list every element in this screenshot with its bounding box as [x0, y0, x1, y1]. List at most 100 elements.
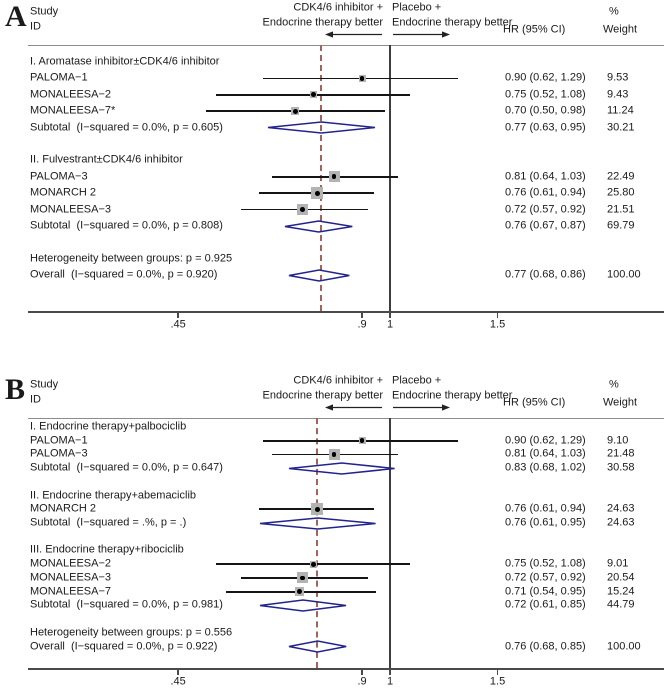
study-label: MONARCH 2 — [30, 186, 97, 199]
weight-value: 11.24 — [607, 104, 634, 117]
axis-tick-label: .45 — [170, 675, 186, 688]
overall-diamond — [288, 640, 347, 653]
null-line — [389, 418, 391, 668]
point-estimate-dot — [300, 207, 306, 212]
hr-value: 0.81 (0.64, 1.03) — [505, 447, 586, 460]
weight-value: 69.79 — [607, 219, 635, 232]
study-label: PALOMA−3 — [30, 170, 88, 183]
favor-right-line1: Placebo + — [392, 1, 442, 14]
weight-value: 21.48 — [607, 447, 635, 460]
study-header: Study — [30, 378, 59, 391]
weight-value: 21.51 — [607, 203, 635, 216]
favor-right-line2: Endocrine therapy better — [392, 389, 513, 402]
hr-value: 0.83 (0.68, 1.02) — [505, 461, 586, 474]
group-heading: II. Fulvestrant±CDK4/6 inhibitor — [30, 153, 183, 166]
group-heading: I. Aromatase inhibitor±CDK4/6 inhibitor — [30, 55, 220, 68]
weight-value: 24.63 — [607, 502, 635, 515]
axis-tick — [177, 670, 179, 675]
pooled-label: Subtotal (I−squared = .%, p = .) — [30, 516, 187, 529]
axis-tick — [177, 313, 179, 318]
pooled-label: Subtotal (I−squared = 0.0%, p = 0.981) — [30, 598, 223, 611]
overall-dashed-line — [316, 418, 319, 668]
pooled-label: Overall (I−squared = 0.0%, p = 0.922) — [30, 640, 218, 653]
axis-tick — [361, 670, 363, 675]
point-estimate-dot — [359, 438, 365, 444]
null-line — [389, 45, 391, 311]
hr-value: 0.75 (0.52, 1.08) — [505, 557, 586, 570]
weight-value: 44.79 — [607, 598, 635, 611]
overall-dashed-line — [319, 45, 322, 311]
weight-value: 24.63 — [607, 516, 635, 529]
favors-left-arrow-icon — [325, 404, 382, 411]
axis-tick-label: .45 — [170, 318, 186, 331]
weight-value: 30.58 — [607, 461, 635, 474]
favor-left-line2: Endocrine therapy better — [262, 389, 383, 402]
study-header: Study — [30, 5, 59, 18]
hr-value: 0.72 (0.61, 0.85) — [505, 598, 586, 611]
axis-line — [28, 311, 664, 313]
weight-value: 9.10 — [607, 434, 629, 447]
point-estimate-dot — [331, 174, 337, 180]
pooled-label: Subtotal (I−squared = 0.0%, p = 0.647) — [30, 461, 223, 474]
overall-diamond — [288, 268, 350, 282]
hr-value: 0.81 (0.64, 1.03) — [505, 170, 586, 183]
panel-a: A Study ID CDK4/6 inhibitor + Endocrine … — [5, 0, 664, 331]
panel-a-letter: A — [5, 0, 27, 33]
hr-ci-header: HR (95% CI) — [503, 396, 566, 409]
point-estimate-dot — [311, 92, 317, 98]
axis-tick-label: .9 — [357, 675, 367, 688]
axis-line — [28, 668, 664, 670]
axis-tick-label: 1 — [386, 675, 394, 688]
heterogeneity-note: Heterogeneity between groups: p = 0.556 — [30, 626, 233, 639]
subtotal-diamond — [288, 461, 395, 475]
axis-tick — [496, 313, 499, 318]
axis-tick — [389, 313, 391, 318]
panel-b-letter: B — [5, 373, 26, 406]
hr-value: 0.77 (0.63, 0.95) — [505, 121, 586, 134]
hr-value: 0.90 (0.62, 1.29) — [505, 434, 586, 447]
hr-value: 0.71 (0.54, 0.95) — [505, 585, 586, 598]
study-label: MONALEESA−3 — [30, 571, 112, 584]
favor-left-line1: CDK4/6 inhibitor + — [293, 374, 383, 387]
favor-left-line1: CDK4/6 inhibitor + — [293, 1, 383, 14]
favors-left-arrow-icon — [325, 31, 382, 38]
axis-tick-label: .9 — [357, 318, 367, 331]
weight-value: 20.54 — [607, 571, 635, 584]
panel-b: B Study ID CDK4/6 inhibitor + Endocrine … — [0, 373, 672, 691]
axis-tick-label: 1.5 — [489, 318, 506, 331]
hr-value: 0.76 (0.61, 0.95) — [505, 516, 586, 529]
weight-value: 15.24 — [607, 585, 635, 598]
group-heading: III. Endocrine therapy+ribociclib — [30, 543, 184, 556]
study-label: MONALEESA−7 — [30, 585, 112, 598]
hr-value: 0.76 (0.61, 0.94) — [505, 502, 586, 515]
weight-value: 25.80 — [607, 186, 635, 199]
study-label: MONALEESA−7* — [30, 104, 116, 117]
percent-header: % — [609, 5, 619, 18]
point-estimate-dot — [296, 589, 302, 595]
id-header: ID — [30, 393, 41, 406]
axis-tick — [389, 670, 391, 675]
hr-value: 0.76 (0.61, 0.94) — [505, 186, 586, 199]
study-label: PALOMA−1 — [30, 71, 88, 84]
pooled-label: Subtotal (I−squared = 0.0%, p = 0.605) — [30, 121, 223, 134]
axis-tick-label: 1.5 — [489, 675, 506, 688]
weight-value: 22.49 — [607, 170, 635, 183]
hr-value: 0.90 (0.62, 1.29) — [505, 71, 586, 84]
subtotal-diamond — [268, 121, 376, 134]
hr-value: 0.75 (0.52, 1.08) — [505, 88, 586, 101]
hr-value: 0.77 (0.68, 0.86) — [505, 268, 586, 281]
heterogeneity-note: Heterogeneity between groups: p = 0.925 — [30, 252, 233, 265]
percent-header: % — [609, 378, 619, 391]
header-separator — [28, 418, 664, 419]
axis-tick — [496, 670, 499, 675]
point-estimate-dot — [359, 76, 365, 81]
weight-header: Weight — [603, 396, 638, 409]
point-estimate-dot — [300, 575, 306, 581]
weight-value: 9.53 — [607, 71, 629, 84]
favor-right-line2: Endocrine therapy better — [392, 16, 513, 29]
point-estimate-dot — [314, 190, 320, 196]
favor-right-line1: Placebo + — [392, 374, 442, 387]
study-label: PALOMA−3 — [30, 447, 88, 460]
group-heading: II. Endocrine therapy+abemaciclib — [30, 489, 197, 502]
